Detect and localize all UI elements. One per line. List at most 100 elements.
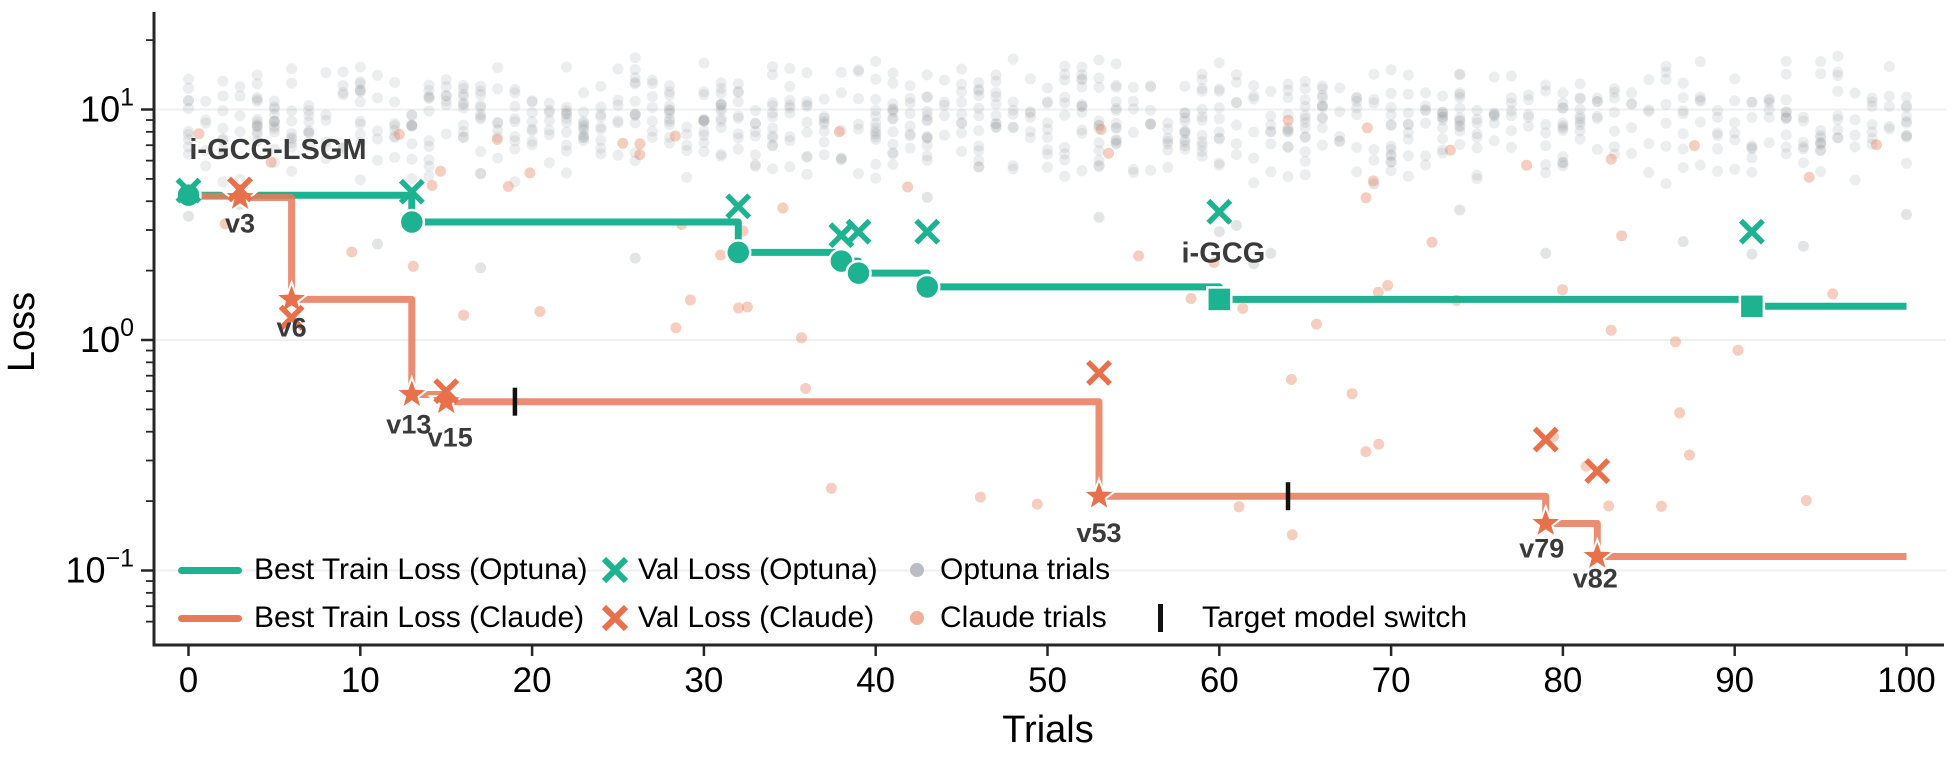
- optuna-trial-dot: [578, 124, 590, 136]
- optuna-trial-dot: [526, 125, 538, 137]
- optuna-trial-dot: [801, 100, 813, 112]
- optuna-trial-dot: [1557, 102, 1569, 114]
- claude-trial-dot: [1133, 250, 1145, 262]
- optuna-trial-dot: [1093, 123, 1105, 135]
- optuna-trial-dot: [801, 67, 813, 79]
- optuna-trial-dot: [1574, 113, 1586, 125]
- optuna-trial-dot: [887, 126, 899, 138]
- optuna-trial-dot: [423, 154, 435, 166]
- optuna-trial-dot: [543, 115, 555, 126]
- optuna-trial-dot: [1282, 141, 1294, 153]
- claude-trial-dot: [902, 181, 914, 193]
- optuna-trial-dot: [767, 69, 779, 81]
- x-tick-label: 30: [684, 661, 723, 700]
- optuna-trial-dot: [1299, 155, 1311, 167]
- optuna-trial-dot: [526, 116, 538, 128]
- claude-trial-dot: [1732, 344, 1744, 356]
- optuna-trial-dot: [664, 104, 675, 116]
- optuna-trial-dot: [664, 115, 675, 127]
- optuna-trial-dot: [492, 116, 504, 128]
- optuna-trial-dot: [217, 75, 229, 87]
- optuna-trial-dot: [938, 129, 950, 141]
- optuna-trial-dot: [1299, 131, 1311, 143]
- optuna-trial-dot: [629, 52, 641, 64]
- optuna-trial-dot: [183, 94, 194, 106]
- optuna-trial-dot: [646, 115, 658, 127]
- optuna-trial-dot: [887, 147, 899, 159]
- optuna-trial-dot: [1557, 102, 1569, 114]
- optuna-trial-dot: [1488, 71, 1500, 83]
- optuna-trial-dot: [578, 106, 590, 118]
- optuna-trial-dot: [1145, 80, 1157, 92]
- optuna-trial-dot: [973, 140, 985, 152]
- optuna-trial-dot: [1557, 151, 1569, 163]
- optuna-trial-dot: [1059, 154, 1071, 166]
- optuna-trial-dot: [767, 122, 779, 134]
- optuna-trial-dot: [698, 115, 710, 127]
- optuna-trial-dot: [1832, 50, 1844, 62]
- optuna-trial-dot: [1007, 121, 1019, 133]
- optuna-trial-dot: [1196, 111, 1208, 123]
- optuna-trial-dot: [1093, 120, 1105, 132]
- optuna-trial-dot: [1780, 55, 1792, 67]
- optuna-trial-dot: [1127, 167, 1139, 179]
- optuna-trial-dot: [870, 110, 882, 122]
- optuna-trial-dot: [1420, 150, 1431, 162]
- optuna-trial-dot: [1815, 145, 1827, 156]
- optuna-trial-dot: [1437, 144, 1449, 156]
- optuna-trial-dot: [1368, 178, 1380, 190]
- optuna-trial-dot: [1677, 143, 1689, 155]
- optuna-trial-dot: [595, 109, 607, 121]
- optuna-trial-dot: [990, 118, 1002, 130]
- optuna-trial-dot: [183, 103, 194, 114]
- optuna-trial-dot: [921, 114, 933, 126]
- optuna-trial-dot: [1213, 102, 1225, 114]
- optuna-trial-dot: [1316, 92, 1328, 104]
- optuna-trial-dot: [1110, 122, 1122, 134]
- optuna-trial-dot: [1729, 117, 1741, 129]
- optuna-trial-dot: [389, 120, 401, 132]
- optuna-trial-dot: [337, 87, 349, 98]
- optuna-trial-dot: [1420, 159, 1431, 171]
- x-tick-label: 100: [1877, 661, 1935, 700]
- optuna-trial-dot: [732, 86, 744, 97]
- optuna-trial-dot: [1626, 98, 1638, 110]
- optuna-trial-dot: [1626, 122, 1638, 134]
- optuna-trial-dot: [1110, 81, 1122, 93]
- optuna-trial-dot: [887, 103, 899, 115]
- optuna-trial-dot: [1729, 163, 1741, 175]
- optuna-trial-dot: [1557, 156, 1569, 168]
- optuna-trial-dot: [1815, 166, 1827, 178]
- optuna-trial-dot: [1076, 81, 1088, 93]
- optuna-trial-dot: [1282, 92, 1294, 104]
- optuna-trial-dot: [1265, 247, 1277, 259]
- optuna-trial-dot: [320, 67, 332, 79]
- claude-trial-dot: [1373, 438, 1385, 450]
- optuna-trial-dot: [561, 139, 572, 151]
- legend-row-claude: Best Train Loss (Claude) Val Loss (Claud…: [170, 595, 1467, 641]
- optuna-trial-dot: [1042, 123, 1053, 135]
- optuna-val-x: [1738, 218, 1765, 245]
- claude-val-x-group: [227, 176, 1611, 485]
- optuna-trial-dot: [1866, 119, 1878, 131]
- optuna-step-circle: [845, 259, 872, 287]
- optuna-trial-dot: [784, 131, 796, 143]
- optuna-trial-dot: [457, 90, 469, 102]
- gridlines: [156, 108, 1946, 572]
- optuna-trial-dot: [904, 97, 916, 109]
- optuna-trial-dot: [990, 69, 1002, 81]
- optuna-trial-dot: [1574, 110, 1586, 122]
- optuna-trial-dot: [732, 128, 744, 140]
- optuna-trial-dot: [1574, 92, 1586, 104]
- optuna-trial-dot: [715, 150, 727, 162]
- optuna-trial-dot: [457, 126, 469, 138]
- optuna-step-circle: [725, 239, 752, 266]
- optuna-trial-dot: [578, 135, 590, 147]
- optuna-trial-dot: [956, 78, 968, 90]
- optuna-trial-dot: [1437, 111, 1449, 123]
- optuna-trial-dot: [1883, 123, 1895, 135]
- optuna-trial-dot: [1076, 101, 1088, 112]
- optuna-trial-dot: [509, 100, 521, 112]
- optuna-trial-dot: [1694, 95, 1706, 107]
